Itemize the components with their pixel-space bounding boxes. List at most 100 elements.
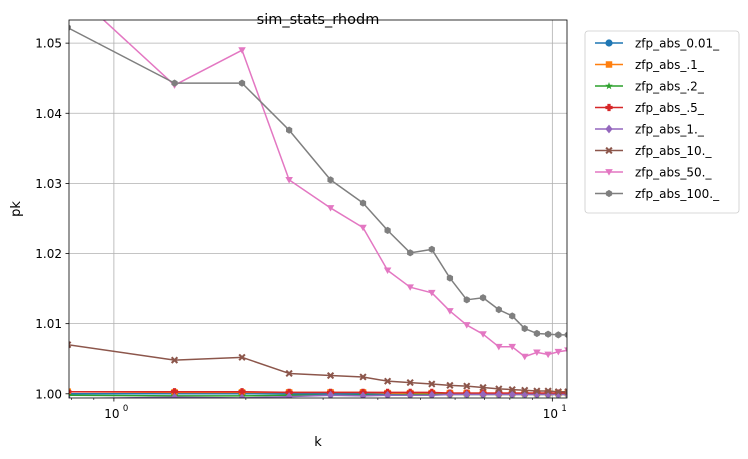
data-point: [428, 289, 436, 297]
x-tick-label: 10: [104, 407, 119, 421]
data-point: [544, 387, 552, 395]
legend-item: zfp_abs_100._: [595, 187, 720, 201]
y-tick-label: 1.05: [35, 37, 62, 51]
data-point: [170, 388, 179, 396]
data-point: [605, 189, 613, 198]
series-line: [69, 344, 567, 393]
data-point: [533, 329, 540, 338]
data-point: [544, 390, 552, 398]
data-point: [326, 390, 335, 398]
y-tick-label: 1.00: [35, 387, 62, 401]
data-point: [69, 395, 71, 398]
data-point: [463, 390, 471, 398]
plot-series: [69, 20, 567, 398]
data-point: [554, 348, 563, 356]
series-line: [69, 27, 567, 336]
y-tick-label: 1.03: [35, 177, 62, 191]
data-point: [326, 205, 335, 212]
data-point: [327, 176, 334, 184]
data-point: [285, 392, 293, 398]
series-zfp_abs_10._: [69, 341, 567, 396]
data-point: [428, 380, 436, 388]
data-point: [605, 146, 613, 155]
plot-frame: [68, 19, 568, 399]
data-point: [428, 390, 436, 398]
data-point: [533, 349, 541, 357]
data-point: [238, 353, 246, 361]
data-point: [533, 390, 541, 398]
data-point: [69, 24, 71, 31]
data-point: [285, 177, 293, 184]
data-point: [508, 343, 516, 351]
legend-label: zfp_abs_.1_: [635, 58, 705, 72]
data-point: [69, 341, 72, 349]
data-point: [359, 224, 367, 232]
data-point: [359, 199, 367, 207]
legend-item: zfp_abs_.1_: [595, 58, 705, 72]
data-point: [605, 39, 613, 47]
legend-label: zfp_abs_10._: [635, 144, 712, 158]
legend-item: zfp_abs_1._: [595, 123, 705, 137]
legend-item: zfp_abs_10._: [595, 144, 712, 158]
data-point: [508, 385, 516, 394]
data-point: [384, 377, 392, 385]
series-zfp_abs_100._: [69, 24, 567, 339]
data-point: [359, 373, 367, 381]
data-point: [406, 390, 414, 398]
data-point: [446, 390, 454, 398]
data-point: [479, 294, 487, 302]
data-point: [521, 386, 529, 394]
y-tick-label: 1.04: [35, 107, 62, 121]
data-point: [544, 351, 552, 359]
legend-item: zfp_abs_.2_: [595, 80, 705, 94]
data-point: [605, 124, 613, 134]
data-point: [383, 267, 392, 274]
data-point: [170, 392, 179, 398]
data-point: [479, 331, 487, 338]
legend-label: zfp_abs_1._: [635, 123, 705, 137]
data-point: [238, 393, 246, 398]
data-point: [384, 390, 392, 398]
data-point: [238, 79, 246, 87]
y-tick-label: 1.02: [35, 247, 62, 261]
x-tick-exponent: 0: [123, 404, 128, 414]
data-point: [406, 284, 414, 291]
data-point: [605, 103, 613, 112]
y-axis-label: pk: [9, 201, 24, 217]
data-point: [509, 312, 516, 320]
grid: [69, 20, 567, 398]
data-point: [170, 356, 179, 364]
data-point: [446, 381, 454, 389]
data-point: [171, 79, 178, 87]
legend-frame: [584, 30, 740, 214]
legend: zfp_abs_0.01_ zfp_abs_.1_ zfp_abs_.2_ zfp_a…: [584, 30, 740, 214]
data-point: [521, 324, 528, 333]
data-point: [463, 296, 470, 304]
data-point: [446, 274, 454, 282]
y-tick-label: 1.01: [35, 317, 62, 331]
data-point: [564, 388, 567, 396]
data-point: [462, 322, 471, 329]
data-point: [564, 331, 567, 338]
data-point: [533, 387, 541, 395]
data-point: [479, 383, 487, 392]
data-point: [544, 330, 552, 338]
data-point: [555, 331, 562, 339]
legend-item: zfp_abs_.5_: [595, 101, 705, 115]
data-point: [495, 390, 503, 398]
data-point: [605, 82, 613, 90]
data-point: [495, 385, 503, 393]
data-point: [520, 353, 529, 361]
x-tick-label: 10: [543, 407, 558, 421]
data-point: [69, 388, 72, 396]
data-point: [479, 390, 487, 398]
legend-label: zfp_abs_100._: [635, 187, 720, 201]
legend-label: zfp_abs_.2_: [635, 80, 705, 94]
data-point: [495, 306, 502, 314]
series-line: [102, 20, 567, 358]
data-point: [463, 382, 471, 390]
data-point: [326, 371, 335, 380]
x-tick-exponent: 1: [561, 404, 566, 414]
